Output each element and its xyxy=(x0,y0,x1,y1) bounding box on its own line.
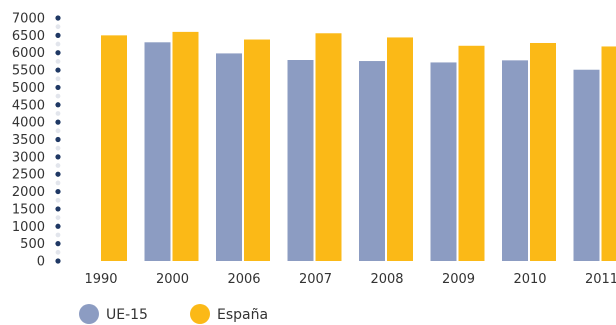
bar-ue15-2010 xyxy=(502,60,528,262)
y-tick-label: 3000 xyxy=(12,150,45,165)
bar-ue15-2000 xyxy=(144,42,171,261)
y-minor-dot xyxy=(55,111,61,116)
legend-label-ue15: UE-15 xyxy=(106,307,148,323)
y-tick-dot xyxy=(55,119,61,125)
bar-ue15-2008 xyxy=(359,61,385,261)
y-tick-label: 500 xyxy=(20,237,45,252)
y-tick-dot xyxy=(55,50,61,56)
y-minor-dot xyxy=(55,232,61,238)
y-minor-dot xyxy=(55,197,61,203)
y-tick-dot xyxy=(55,102,61,108)
bar-ue15-2009 xyxy=(430,62,457,262)
y-tick-label: 1500 xyxy=(12,202,45,217)
bar-espana-2011 xyxy=(601,46,616,261)
y-minor-dot xyxy=(55,76,61,82)
bar-ue15-2007 xyxy=(287,60,314,261)
y-tick-dot xyxy=(55,206,61,212)
y-tick-label: 0 xyxy=(37,255,45,270)
bar-espana-2008 xyxy=(387,37,413,261)
y-tick-label: 4500 xyxy=(12,98,45,113)
y-tick-dot xyxy=(55,67,61,73)
y-tick-label: 5000 xyxy=(12,81,45,96)
bar-espana-2006 xyxy=(244,39,270,261)
y-tick-label: 2500 xyxy=(12,168,45,183)
x-tick-label: 1990 xyxy=(84,272,117,287)
x-tick-label: 2009 xyxy=(442,272,475,287)
bars xyxy=(101,31,616,262)
x-tick-label: 2008 xyxy=(370,272,403,287)
bar-ue15-2006 xyxy=(216,53,242,262)
y-tick-dot xyxy=(55,241,61,247)
y-tick-label: 5500 xyxy=(12,64,45,79)
y-tick-dot xyxy=(55,154,61,160)
y-minor-dot xyxy=(55,128,61,134)
y-tick-dot xyxy=(55,223,61,229)
y-tick-dot xyxy=(55,136,61,143)
y-tick-label: 3500 xyxy=(12,133,45,148)
bar-espana-2000 xyxy=(172,31,199,262)
bar-ue15-2011 xyxy=(573,69,600,261)
y-tick-label: 6500 xyxy=(12,29,45,44)
x-tick-label: 2010 xyxy=(513,272,546,287)
y-minor-dot xyxy=(55,163,61,168)
y-tick-label: 7000 xyxy=(12,12,45,27)
x-tick-label: 2007 xyxy=(299,272,332,287)
legend: UE-15 España xyxy=(79,304,268,324)
bar-espana-1990 xyxy=(101,35,127,261)
bar-espana-2010 xyxy=(530,42,556,261)
y-tick-dot xyxy=(55,32,61,38)
y-tick-dot xyxy=(55,171,61,177)
y-tick-dot xyxy=(55,258,61,264)
y-minor-dot xyxy=(55,215,61,221)
y-tick-dot xyxy=(55,188,61,195)
x-axis: 1990 2000 2006 2007 2008 2009 2010 2011 xyxy=(84,272,616,287)
y-minor-dot xyxy=(55,93,61,99)
bar-espana-2009 xyxy=(458,45,485,262)
y-tick-label: 2000 xyxy=(12,185,45,200)
y-tick-dot xyxy=(55,15,61,21)
x-tick-label: 2000 xyxy=(156,272,189,287)
y-minor-dot xyxy=(55,249,61,255)
y-minor-dot xyxy=(55,180,61,186)
x-tick-label: 2011 xyxy=(585,272,616,287)
y-tick-label: 4000 xyxy=(12,116,45,131)
x-tick-label: 2006 xyxy=(227,272,260,287)
y-minor-dot xyxy=(55,58,61,64)
y-tick-label: 6000 xyxy=(12,46,45,61)
y-minor-dot xyxy=(55,41,61,47)
bar-espana-2007 xyxy=(315,33,342,261)
y-axis: 0 500 1000 1500 2000 2500 3000 3500 4000 4500 5000… xyxy=(12,12,61,270)
legend-swatch-ue15 xyxy=(79,304,99,324)
legend-swatch-espana xyxy=(190,304,210,324)
y-tick-dot xyxy=(55,84,61,91)
y-minor-dot xyxy=(55,24,61,30)
legend-label-espana: España xyxy=(217,307,268,323)
y-minor-dot xyxy=(55,145,61,151)
y-tick-label: 1000 xyxy=(12,220,45,235)
